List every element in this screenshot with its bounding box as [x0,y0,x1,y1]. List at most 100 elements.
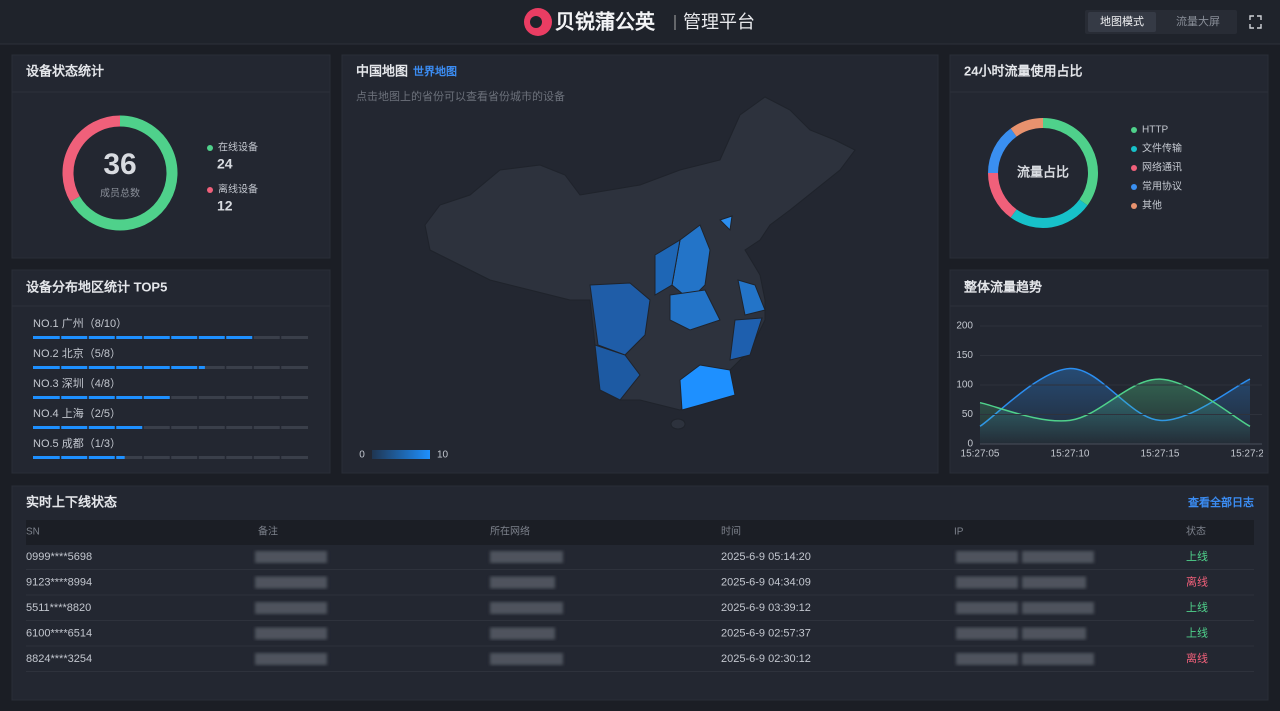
legend-value: 12 [217,198,233,214]
blurred-cell [490,602,563,614]
legend-dot [1131,127,1137,133]
legend-label: 其他 [1142,199,1162,212]
y-tick-label: 0 [967,439,973,450]
china-map [424,96,856,430]
progress-bar [33,396,171,399]
ring-segment [1010,199,1088,228]
visual-map-min: 0 [359,450,365,461]
fullscreen-button[interactable] [1249,15,1262,29]
brand: 贝锐蒲公英 [555,9,656,33]
panel-title: 实时上下线状态 [26,494,117,509]
blurred-cell [1022,653,1094,665]
panel-title: 中国地图 [356,63,408,78]
cell-sn: 9123****8994 [26,576,92,588]
cell-sn: 0999****5698 [26,551,92,563]
progress-bar [33,456,125,459]
province[interactable] [737,279,766,316]
blurred-cell [956,602,1018,614]
legend-dot [207,187,213,193]
province[interactable] [719,215,733,232]
view-logs-link[interactable]: 查看全部日志 [1188,495,1254,509]
x-tick-label: 15:27:05 [961,449,1000,460]
panel [949,54,1269,259]
blurred-cell [255,551,327,563]
column-header: IP [954,527,964,538]
ring-segment [62,115,121,202]
legend-label: 文件传输 [1142,142,1182,155]
tab[interactable]: 流量大屏 [1176,14,1220,28]
blurred-cell [956,627,1018,640]
region-label: NO.4 上海（2/5） [33,406,121,420]
province[interactable] [654,239,681,296]
column-header: 时间 [721,525,741,538]
cell-time: 2025-6-9 05:14:20 [721,551,811,563]
cell-sn: 5511****8820 [26,602,91,614]
blurred-cell [255,627,327,640]
tab[interactable]: 地图模式 [1100,15,1144,28]
area [980,379,1250,444]
visual-map-max: 10 [437,450,449,461]
province[interactable] [669,289,721,331]
blurred-cell [1022,551,1094,563]
blurred-cell [956,653,1018,665]
ring-segment [988,172,1017,218]
progress-bar [33,366,205,369]
column-header: 备注 [258,525,278,538]
legend-label: 常用协议 [1142,180,1182,193]
ring-segment [1010,118,1044,137]
blurred-cell [1022,576,1086,589]
blurred-cell [490,627,555,640]
panel [11,269,331,474]
visual-map-bar [372,450,430,459]
cell-time: 2025-6-9 04:34:09 [721,576,811,588]
cell-sn: 6100****6514 [26,627,92,639]
cell-time: 2025-6-9 02:30:12 [721,653,811,665]
ring-segment [70,115,178,231]
region-label: NO.3 深圳（4/8） [33,377,121,390]
cell-status: 上线 [1186,549,1208,563]
y-tick-label: 100 [956,380,973,391]
map-hint: 点击地图上的省份可以查看省份城市的设备 [356,89,565,103]
cell-status: 上线 [1186,600,1208,614]
panel [11,485,1269,701]
legend-dot [207,145,213,151]
legend-label: HTTP [1142,125,1168,136]
legend-label: 离线设备 [218,183,258,196]
legend-dot [1131,184,1137,190]
region-label: NO.5 成都（1/3） [33,437,121,450]
legend-label: 在线设备 [218,141,258,154]
blurred-cell [956,551,1018,563]
blurred-cell [255,602,327,614]
y-tick-label: 200 [956,321,973,332]
cell-time: 2025-6-9 03:39:12 [721,602,811,614]
y-tick-label: 50 [962,409,974,420]
region-label: NO.2 北京（5/8） [33,346,121,360]
world-map-link[interactable]: 世界地图 [413,64,457,78]
legend-dot [1131,146,1137,152]
column-header: 状态 [1186,525,1206,538]
table-header [26,520,1254,545]
province[interactable] [594,344,641,401]
province[interactable] [679,364,736,411]
column-header: SN [26,527,40,538]
center-value: 36 [103,148,136,181]
x-tick-label: 15:27:15 [1141,449,1180,460]
x-tick-label: 15:27:20 [1231,449,1270,460]
top-bar [0,0,1280,44]
blurred-cell [956,576,1018,589]
ring-segment [1042,118,1098,206]
legend-value: 24 [217,156,233,172]
cell-sn: 8824****3254 [26,653,92,665]
product: 管理平台 [683,12,755,32]
province[interactable] [729,317,763,361]
blurred-cell [490,653,563,665]
island[interactable] [670,418,686,430]
province[interactable] [589,282,651,356]
blurred-cell [490,576,555,589]
cell-status: 离线 [1186,651,1208,665]
tab-active[interactable] [1088,12,1156,32]
panel-title: 设备分布地区统计 TOP5 [26,279,167,294]
blurred-cell [255,653,327,665]
panel-title: 整体流量趋势 [963,279,1042,294]
